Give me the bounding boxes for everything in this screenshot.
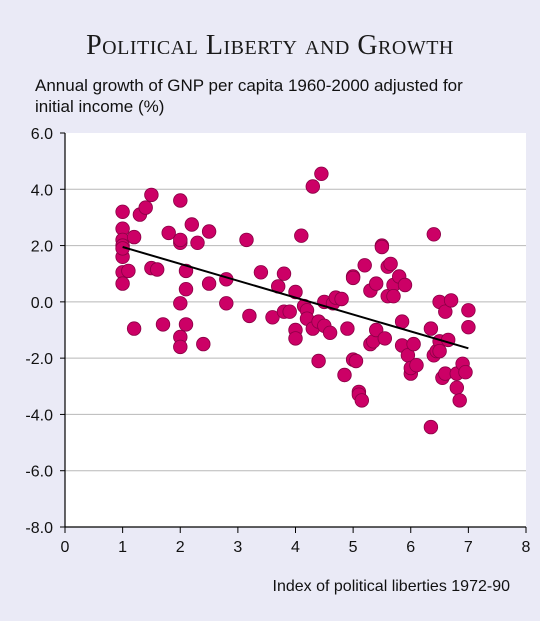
x-tick-label: 1 [118,539,127,556]
x-ticks: 0 1 2 3 4 5 6 7 8 [61,527,531,556]
data-point [265,310,280,325]
data-point [369,276,384,291]
data-point [374,239,390,255]
data-point [126,229,142,245]
y-tick-label: 0.0 [31,295,53,312]
data-point [426,227,442,242]
data-point [219,296,234,311]
data-point [354,393,370,408]
x-tick-label: 4 [291,539,300,556]
data-point [294,228,309,243]
data-point [155,317,171,332]
data-point [173,232,188,248]
data-point [337,367,352,383]
y-tick-label: -2.0 [25,351,53,368]
data-point [178,282,194,297]
data-point [348,353,364,369]
y-tick-label: -4.0 [25,407,53,424]
data-point [115,204,130,220]
data-point [144,187,159,203]
data-point [288,331,303,346]
data-point [340,321,355,336]
data-point [276,266,292,281]
data-point [461,320,476,335]
data-point [253,265,269,280]
data-point [184,217,200,232]
y-ticks: 6.0 4.0 2.0 0.0 -2.0 -4.0 -6.0 -8.0 [25,126,65,537]
data-point [322,325,338,341]
data-point [406,336,421,352]
data-point [438,304,453,319]
y-tick-label: -6.0 [25,464,53,481]
gridlines [65,188,526,472]
data-point [173,339,188,355]
data-point [383,256,398,272]
y-tick-label: 4.0 [31,182,53,199]
data-point [369,322,384,338]
data-point [423,321,439,336]
data-point [126,321,142,336]
data-point [443,293,459,308]
x-tick-label: 3 [233,539,242,556]
data-point [173,296,188,311]
y-tick-label: 2.0 [31,239,53,256]
data-point [196,336,211,352]
data-point [461,303,476,318]
data-point [242,308,257,324]
data-point [334,291,349,307]
data-point [314,166,329,182]
data-point [458,365,473,380]
trend-line-group [122,246,469,350]
data-point [121,263,136,279]
data-points [115,166,476,435]
data-point [432,343,447,359]
data-point [138,200,153,215]
data-point [282,304,297,319]
x-tick-label: 5 [349,539,358,556]
data-point [397,277,413,293]
data-point [173,193,188,208]
data-point [239,232,254,248]
data-point [449,380,465,395]
data-point [115,276,130,291]
chart-title: Political Liberty and Growth [86,30,454,61]
data-point [452,393,467,408]
x-tick-label: 2 [176,539,185,556]
x-tick-label: 0 [61,539,70,556]
data-point [149,262,165,277]
data-point [357,258,372,273]
data-point [345,270,361,286]
y-tick-label: -8.0 [25,520,53,537]
data-point [386,289,401,304]
data-point [178,317,194,332]
trend-line [122,246,469,350]
data-point [190,235,205,251]
data-point [201,224,217,239]
y-axis-label: Annual growth of GNP per capita 1960-200… [35,76,463,116]
x-tick-label: 8 [522,539,531,556]
x-axis-label: Index of political liberties 1972-90 [272,578,510,595]
data-point [423,419,439,435]
data-point [409,358,424,373]
data-point [201,276,217,291]
data-point [305,179,321,194]
y-tick-label: 6.0 [31,126,53,143]
data-point [311,353,326,369]
x-tick-label: 6 [406,539,415,556]
data-point [394,314,410,329]
data-point [288,284,303,300]
data-point [377,331,393,346]
data-point [161,225,176,241]
x-tick-label: 7 [464,539,473,556]
